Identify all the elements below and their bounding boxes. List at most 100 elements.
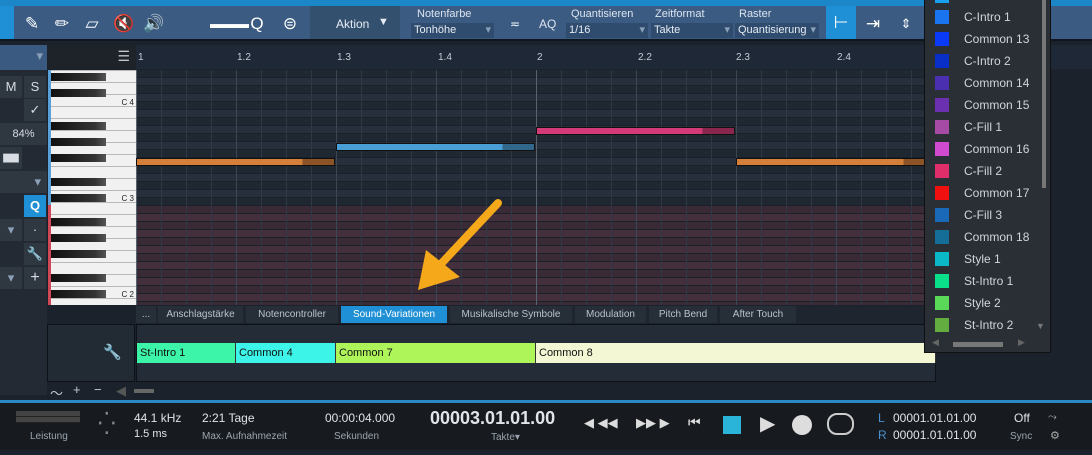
popup-item[interactable]: Common 14 [935,72,1045,94]
black-key[interactable] [51,138,106,146]
zoom-value[interactable]: 84% [0,123,47,145]
black-key[interactable] [51,250,106,258]
pencil-icon[interactable]: ✎ [24,14,40,33]
play-button[interactable]: ▶ [760,413,776,435]
black-key[interactable] [51,178,106,186]
rewind-icon[interactable]: ◀ ◀◀ [584,415,618,430]
sound-variation-block[interactable]: St-Intro 1 [137,343,236,363]
eraser-icon[interactable]: ▱ [85,14,99,33]
black-key[interactable] [51,154,106,162]
loop-button[interactable] [827,413,854,435]
popup-item[interactable]: C-Fill 1 [935,116,1045,138]
popup-item[interactable]: Style 2 [935,292,1045,314]
action-button[interactable]: Aktion ▼ [310,6,400,39]
note-grid[interactable] [136,70,936,305]
scroll-right-icon[interactable]: ▶ [1018,337,1025,347]
stop-button[interactable] [723,416,741,434]
metronome-icon[interactable]: ⤳ [1048,411,1057,423]
midi-note[interactable] [136,158,335,166]
black-key[interactable] [51,274,106,282]
step-icon[interactable]: ▬▬▬ [210,16,249,31]
sound-variation-block[interactable]: Common 7 [336,343,536,363]
sound-variation-lane[interactable]: St-Intro 1 Common 4 Common 7 Common 8 [136,324,936,382]
popup-item[interactable]: St-Intro 2 [935,314,1045,336]
dot-icon[interactable]: · [24,219,46,241]
v-scrollbar[interactable] [1042,0,1046,188]
check-icon[interactable]: ✓ [24,99,46,121]
sync-value[interactable]: Off [1014,411,1030,425]
black-key[interactable] [51,89,106,97]
wrench-icon[interactable]: 🔧 [24,243,46,265]
humanize-icon[interactable]: ≂ [509,17,521,31]
solo-button[interactable]: S [24,76,46,98]
popup-item[interactable]: Style 1 [935,248,1045,270]
scroll-left-icon[interactable]: ◀ [116,383,126,398]
forward-icon[interactable]: ▶▶ ▶ [636,415,670,430]
midi-note[interactable] [336,143,535,151]
h-scrollbar[interactable] [134,389,154,393]
quantize-toggle[interactable]: Q [24,195,46,217]
sound-variation-block[interactable]: Common 8 [536,343,936,363]
more-tabs-button[interactable]: ... [136,306,156,323]
tab-pitch-bend[interactable]: Pitch Bend [649,306,717,323]
midi-note[interactable] [736,158,936,166]
tab-sound-variations[interactable]: Sound-Variationen [341,306,447,323]
wrench-icon[interactable]: 🔧 [103,344,122,361]
popup-item[interactable]: Common 13 [935,28,1045,50]
popup-item[interactable]: C-Fill 3 [935,204,1045,226]
quantize-select[interactable]: 1/16 [566,23,648,38]
scroll-down-icon[interactable]: ▼ [1036,321,1045,331]
return-to-start-icon[interactable]: ⏮ [688,414,701,430]
left-locator-value[interactable]: 00001.01.01.00 [893,411,977,425]
arrow-right-bar-icon[interactable]: ⇥ [865,14,881,33]
add-icon[interactable]: + [24,267,46,289]
tab-musical-symbols[interactable]: Musikalische Symbole [450,306,572,323]
popup-item[interactable]: Common 17 [935,182,1045,204]
popup-item[interactable]: C-Intro 1 [935,6,1045,28]
dropdown-2[interactable]: ▾ [0,171,47,193]
zoom-in-icon[interactable]: + [73,382,81,397]
quantize-q-icon[interactable]: Q [250,14,264,33]
bars-format-select[interactable]: Takte▾ [491,432,520,443]
popup-item[interactable]: Common 15 [935,94,1045,116]
snap-start-icon[interactable]: ⊢ [826,6,856,39]
listen-icon[interactable]: 🔊 [143,14,165,33]
black-key[interactable] [51,234,106,242]
mute-tool-icon[interactable]: 🔇 [113,14,135,33]
popup-item[interactable]: Common 16 [935,138,1045,160]
paint-icon[interactable]: ✏ [54,14,70,33]
midi-note[interactable] [536,127,735,135]
split-icon[interactable]: ⊜ [282,14,298,33]
dropdown-4[interactable]: ▾ [0,267,22,289]
h-scrollbar[interactable] [953,342,1003,347]
popup-item[interactable]: C-Fill 2 [935,160,1045,182]
tab-velocity[interactable]: Anschlagstärke [158,306,243,323]
expand-icon[interactable]: ⇕ [900,16,912,31]
piano-keyboard[interactable]: C 4 C 3 C 2 [48,70,136,305]
dropdown-3[interactable]: ▾ [0,219,22,241]
tab-note-controller[interactable]: Notencontroller [246,306,338,323]
track-dropdown[interactable]: ▾ [0,45,47,70]
popup-item[interactable]: Common 18 [935,226,1045,248]
curve-icon[interactable]: 〜 [50,386,64,401]
menu-icon[interactable]: ☰ [117,48,130,64]
record-button[interactable] [792,415,812,435]
timeformat-select[interactable]: Takte [651,23,733,38]
grid-select[interactable]: Quantisierung [735,23,819,38]
right-locator-value[interactable]: 00001.01.01.00 [893,428,977,442]
note-color-select[interactable]: Tonhöhe [411,23,494,38]
black-key[interactable] [51,122,106,130]
black-key[interactable] [51,73,106,81]
black-key[interactable] [51,194,106,202]
scroll-left-icon[interactable]: ◀ [932,337,939,347]
tab-after-touch[interactable]: After Touch [720,306,796,323]
black-key[interactable] [51,218,106,226]
sound-variation-block[interactable]: Common 4 [236,343,336,363]
gear-icon[interactable]: ⚙ [1050,430,1060,442]
popup-item[interactable]: St-Intro 1 [935,270,1045,292]
popup-item[interactable]: C-Intro 2 [935,50,1045,72]
mute-button[interactable]: M [0,76,22,98]
zoom-out-icon[interactable]: − [94,382,102,397]
aq-button[interactable]: AQ [539,17,557,31]
tab-modulation[interactable]: Modulation [575,306,646,323]
